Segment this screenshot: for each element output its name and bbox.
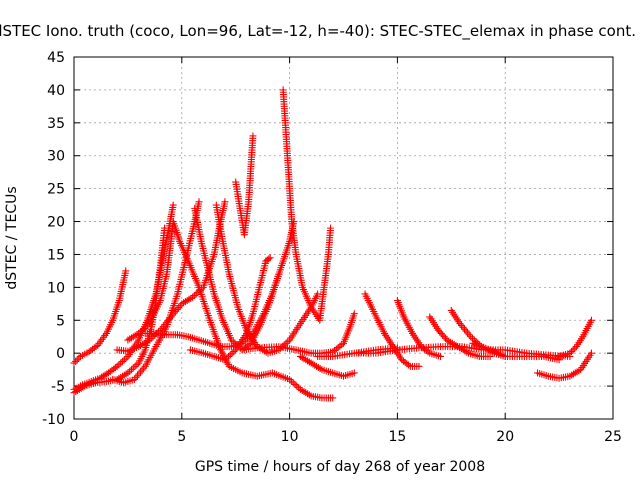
data-point: [120, 356, 128, 364]
data-point: [437, 352, 445, 360]
y-tick-labels: -10 -5 0 5 10 15 20 25 30 35 40 45: [42, 50, 65, 428]
data-series: [534, 349, 595, 382]
y-tick-label: -5: [51, 379, 65, 395]
data-marks: [70, 86, 595, 402]
data-series: [447, 306, 509, 360]
data-point: [169, 201, 177, 209]
y-tick-label: -10: [42, 412, 65, 428]
data-point: [289, 379, 297, 387]
data-point: [161, 224, 169, 232]
data-series: [191, 204, 283, 354]
data-point: [173, 305, 181, 313]
data-series: [361, 290, 423, 370]
data-point: [329, 394, 337, 402]
data-point: [92, 343, 100, 351]
data-point: [122, 354, 130, 362]
data-point: [571, 344, 579, 352]
data-series: [113, 198, 229, 355]
y-tick-label: 40: [47, 83, 65, 99]
chart-title: dSTEC Iono. truth (coco, Lon=96, Lat=-12…: [0, 22, 636, 41]
plot-area-frame: [73, 56, 614, 420]
data-point: [226, 351, 234, 359]
data-series: [232, 132, 257, 239]
data-point: [70, 359, 78, 367]
x-tick-label: 15: [388, 429, 406, 445]
data-point: [587, 316, 595, 324]
data-point: [119, 357, 127, 365]
y-tick-label: 45: [47, 50, 65, 66]
data-point: [459, 323, 467, 331]
x-axis-label: GPS time / hours of day 268 of year 2008: [195, 459, 485, 475]
y-tick-label: 20: [47, 215, 65, 231]
data-point: [221, 198, 229, 206]
x-tick-label: 25: [604, 429, 622, 445]
data-point: [138, 366, 146, 374]
data-series: [186, 254, 274, 364]
data-series: [70, 224, 169, 397]
y-tick-label: 35: [47, 116, 65, 132]
data-point: [566, 349, 574, 357]
data-point: [127, 366, 135, 374]
y-tick-label: 5: [56, 313, 65, 329]
y-tick-label: 30: [47, 149, 65, 165]
data-point: [75, 354, 83, 362]
data-point: [117, 359, 125, 367]
y-tick-label: 15: [47, 247, 65, 263]
data-series: [393, 297, 445, 360]
data-point: [122, 267, 130, 275]
data-point: [567, 348, 575, 356]
y-axis-label: dSTEC / TECUs: [4, 186, 20, 289]
grid-lines: [74, 57, 613, 419]
data-series: [212, 201, 322, 357]
data-point: [393, 344, 401, 352]
data-point: [465, 331, 473, 339]
x-tick-label: 5: [177, 429, 186, 445]
data-point: [587, 349, 595, 357]
data-point: [135, 370, 143, 378]
data-point: [131, 362, 139, 370]
data-series: [555, 316, 595, 360]
data-point: [73, 356, 81, 364]
data-point: [265, 255, 273, 263]
data-point: [464, 329, 472, 337]
x-tick-label: 10: [281, 429, 299, 445]
y-tick-label: 10: [47, 280, 65, 296]
data-point: [291, 380, 299, 388]
data-series: [296, 352, 358, 380]
data-point: [133, 372, 141, 380]
data-point: [569, 346, 577, 354]
data-point: [405, 361, 413, 369]
data-point: [415, 362, 423, 370]
data-point: [72, 357, 80, 365]
data-point: [293, 382, 301, 390]
data-point: [350, 369, 358, 377]
data-point: [284, 338, 292, 346]
data-series: [124, 218, 337, 402]
data-point: [137, 368, 145, 376]
data-point: [461, 325, 469, 333]
data-point: [111, 364, 119, 372]
y-tick-label: 25: [47, 182, 65, 198]
data-point: [275, 270, 283, 278]
data-series: [70, 267, 130, 367]
data-point: [350, 310, 358, 318]
x-tick-label: 0: [70, 429, 79, 445]
data-series: [426, 313, 494, 360]
data-point: [327, 224, 335, 232]
y-tick-label: 0: [56, 346, 65, 362]
data-point: [175, 304, 183, 312]
x-tick-labels: 0 5 10 15 20 25: [70, 429, 622, 445]
data-series: [314, 344, 401, 360]
axis-ticks: [73, 56, 614, 420]
data-series: [279, 86, 335, 324]
data-point: [228, 349, 236, 357]
data-point: [462, 327, 470, 335]
data-point: [249, 132, 257, 140]
data-point: [195, 198, 203, 206]
x-tick-label: 20: [496, 429, 514, 445]
data-point: [266, 254, 274, 262]
data-point: [467, 333, 475, 341]
data-point: [129, 364, 137, 372]
